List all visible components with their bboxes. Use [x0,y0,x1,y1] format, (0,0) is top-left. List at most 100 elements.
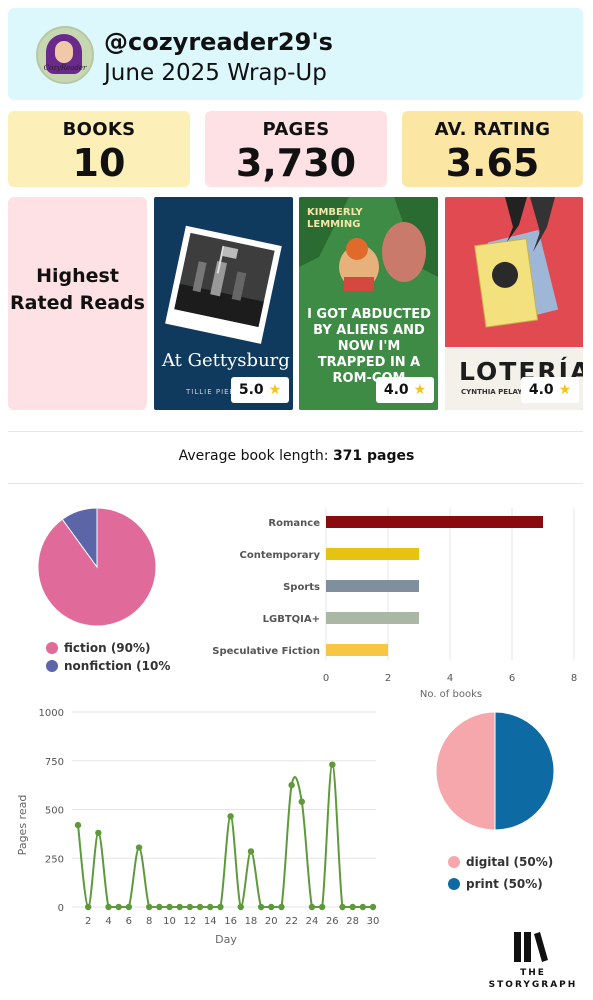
legend-label: print (50%) [466,877,543,891]
x-tick-label: 30 [367,916,380,927]
data-point [115,903,122,911]
data-point [349,903,356,911]
average-length: Average book length: 371 pages [0,448,593,464]
x-tick-label: 28 [346,916,359,927]
data-point [227,813,234,820]
x-tick-label: 14 [204,916,217,927]
legend-swatch [448,878,460,890]
x-tick-label: 6 [509,673,515,684]
data-point [135,844,143,851]
pie-slice [61,507,98,569]
data-point [369,903,377,911]
book-cover-2-art [299,197,438,410]
x-tick-label: 16 [224,916,237,927]
y-tick-label: 1000 [39,708,64,719]
x-tick-label: 2 [385,673,391,684]
data-point [339,903,346,911]
data-point [186,903,194,911]
x-tick-label: 26 [326,916,339,927]
legend-swatch [448,856,460,868]
stat-rating: AV. RATING 3.65 [402,111,583,187]
book-cover-2-author: KIMBERLY LEMMING [307,207,363,230]
data-point [95,829,102,837]
highest-rated-panel: Highest Rated Reads [8,197,147,410]
user-handle: @cozyreader29's [104,28,333,56]
x-tick-label: 2 [85,916,91,927]
x-tick-label: 8 [146,916,152,927]
star-icon: ★ [413,382,427,398]
bar [326,580,419,592]
x-tick-label: 22 [285,916,298,927]
pie-slice [494,711,555,831]
avatar-caption: CozyReader [43,64,87,72]
x-tick-label: 4 [105,916,111,927]
book-2-rating: 4.0 [383,382,409,398]
format-pie-chart: digital (50%) print (50%) [435,711,555,891]
fiction-pie-chart: fiction (90%) nonfiction (10%) [37,507,170,673]
stat-rating-value: 3.65 [445,141,540,185]
category-label: Contemporary [240,550,321,561]
logo-line1: THE [520,968,546,978]
legend-label: nonfiction (10%) [64,659,170,673]
category-label: LGBTQIA+ [263,614,320,625]
divider-top [8,431,583,432]
data-point [257,903,265,911]
book-cover-1-author: TILLIE PIERCE [186,388,247,396]
y-tick-label: 0 [58,903,64,914]
book-cover-3[interactable]: LOTERÍA CYNTHIA PELAYO 4.0 ★ [445,197,583,410]
y-tick-label: 500 [45,806,64,817]
stat-pages: PAGES 3,730 [205,111,387,187]
bar [326,548,419,560]
data-point [308,903,316,911]
data-point [359,903,367,911]
x-tick-label: 18 [245,916,258,927]
x-tick-label: 10 [163,916,176,927]
book-cover-3-author: CYNTHIA PELAYO [461,388,529,396]
x-tick-label: 24 [306,916,319,927]
genre-bar-chart: Romance Contemporary Sports LGBTQIA+ Specula… [212,508,577,700]
x-tick-label: 6 [126,916,132,927]
pages-line-ylabel: Pages read [16,795,29,856]
data-point [146,903,153,911]
bar [326,516,543,528]
divider-bottom [8,483,583,484]
book-cover-2-title: I GOT ABDUCTED BY ALIENS AND NOW I'M TRA… [307,307,431,386]
book-cover-2[interactable]: KIMBERLY LEMMING I GOT ABDUCTED BY ALIEN… [299,197,438,410]
pages-line-xlabel: Day [215,933,237,946]
data-point [166,903,173,911]
header-banner [8,8,583,100]
bar [326,644,388,656]
book-cover-3-art [445,197,583,410]
book-3-rating: 4.0 [528,382,554,398]
legend-label: fiction (90%) [64,641,151,655]
legend-label: digital (50%) [466,855,553,869]
stat-pages-label: PAGES [262,119,330,140]
pie-slice [435,711,496,831]
average-length-label: Average book length: [178,448,333,464]
book-1-rating: 5.0 [238,382,264,398]
book-cover-1[interactable]: At Gettysburg TILLIE PIERCE 5.0 ★ [154,197,293,410]
y-tick-label: 250 [45,854,64,865]
category-label: Romance [268,518,320,529]
stat-books: BOOKS 10 [8,111,190,187]
data-point [196,903,204,911]
category-label: Speculative Fiction [212,646,320,657]
data-point [217,903,224,911]
data-point [176,903,183,911]
data-point [156,903,163,911]
x-tick-label: 8 [571,673,577,684]
x-tick-label: 12 [184,916,197,927]
data-point [247,848,255,855]
data-point [74,821,82,829]
data-point [288,781,295,789]
stat-pages-value: 3,730 [235,141,357,185]
data-point [298,798,305,805]
data-point [84,903,92,911]
book-1-rating-badge: 5.0 ★ [231,377,289,403]
avatar[interactable]: CozyReader [36,26,94,84]
average-length-value: 371 pages [332,448,415,464]
data-point [207,903,214,911]
book-cover-1-art [165,225,282,344]
pie-slice [37,507,157,627]
